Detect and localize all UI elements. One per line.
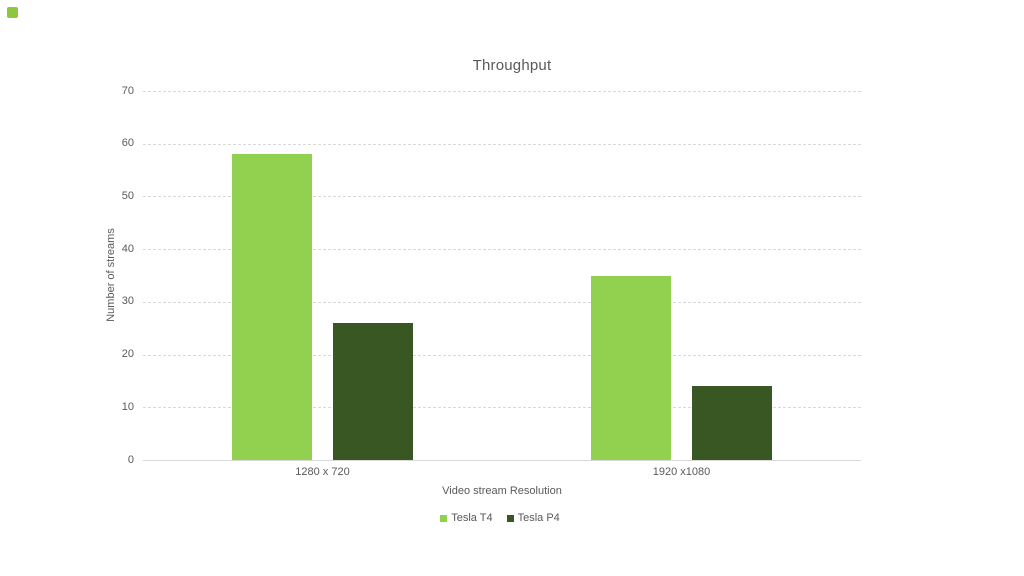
- gridline: [143, 407, 861, 409]
- bar-tesla-p4: [333, 322, 413, 460]
- legend-label: Tesla T4: [451, 512, 493, 524]
- x-axis-title: Video stream Resolution: [442, 485, 562, 497]
- y-tick-label: 40: [121, 242, 134, 255]
- y-tick-label: 20: [121, 348, 134, 361]
- gridline: [143, 301, 861, 303]
- y-tick-label: 0: [127, 453, 134, 466]
- legend-label: Tesla P4: [517, 512, 560, 524]
- y-axis-ticks: 0 10 20 30 40 50 60 70: [0, 0, 134, 576]
- x-category-label: 1920 x1080: [652, 466, 711, 478]
- gridline: [143, 460, 861, 461]
- legend-item: Tesla P4: [506, 512, 560, 524]
- bar-tesla-p4: [692, 386, 772, 460]
- plot-area: [143, 91, 861, 461]
- gridline: [143, 249, 861, 251]
- y-tick-label: 10: [121, 400, 134, 413]
- y-tick-label: 60: [121, 137, 134, 150]
- legend-item: Tesla T4: [440, 512, 493, 524]
- gridline: [143, 354, 861, 356]
- gridline: [143, 196, 861, 198]
- legend: Tesla T4 Tesla P4: [0, 512, 1000, 524]
- y-tick-label: 70: [121, 84, 134, 97]
- y-axis-title: Number of streams: [105, 228, 117, 322]
- green-square-marker: [7, 7, 18, 18]
- x-axis-labels: 1280 x 720 1920 x1080: [0, 466, 1024, 480]
- gridline: [143, 91, 861, 92]
- gridline: [143, 143, 861, 145]
- legend-swatch: [440, 514, 448, 522]
- bar-tesla-t4: [232, 154, 312, 460]
- y-tick-label: 50: [121, 189, 134, 202]
- y-tick-label: 30: [121, 295, 134, 308]
- chart-title: Throughput: [472, 57, 552, 74]
- x-category-label: 1280 x 720: [295, 466, 350, 478]
- bar-tesla-t4: [591, 275, 671, 460]
- legend-swatch: [506, 514, 514, 522]
